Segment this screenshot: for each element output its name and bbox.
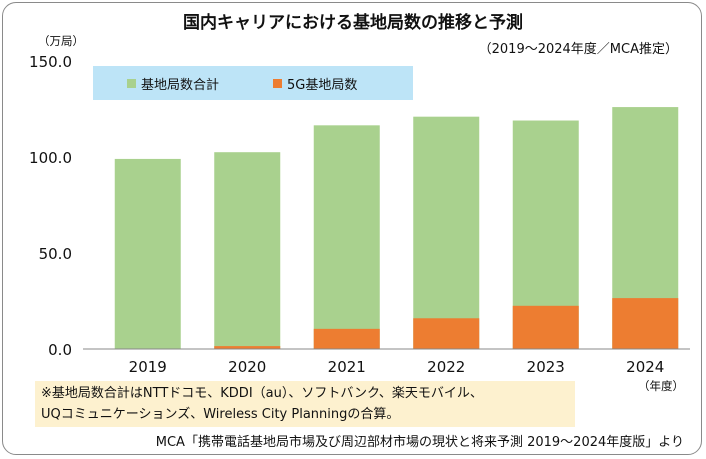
chart-title: 国内キャリアにおける基地局数の推移と予測: [183, 13, 523, 33]
y-tick-label-0.0: 0.0: [48, 341, 72, 359]
bar-5g-2022: [413, 318, 480, 349]
legend-background: [93, 66, 413, 100]
y-axis-unit: （万局）: [38, 34, 84, 48]
legend-label-5g: 5G基地局数: [287, 78, 357, 93]
x-tick-label-2019: 2019: [129, 358, 167, 376]
bar-total-2020: [214, 152, 281, 349]
x-tick-label-2023: 2023: [527, 358, 565, 376]
footnote-line-2: UQコミュニケーションズ、Wireless City Planningの合算。: [41, 407, 400, 422]
legend-swatch-total: [127, 79, 136, 88]
x-tick-label-2021: 2021: [328, 358, 366, 376]
source-citation: MCA「携帯電話基地局市場及び周辺部材市場の現状と将来予測 2019～2024年…: [155, 435, 684, 450]
y-tick-label-50.0: 50.0: [39, 245, 72, 263]
bar-total-2019: [114, 158, 181, 349]
bar-total-2021: [313, 125, 380, 349]
legend-swatch-5g: [273, 79, 282, 88]
bar-5g-2024: [612, 298, 679, 349]
x-axis-unit: （年度）: [638, 379, 684, 393]
chart-subtitle: （2019～2024年度／MCA推定）: [478, 42, 678, 57]
x-tick-label-2020: 2020: [228, 358, 266, 376]
x-tick-label-2024: 2024: [626, 358, 664, 376]
legend-label-total: 基地局数合計: [141, 77, 219, 93]
x-tick-label-2022: 2022: [427, 358, 465, 376]
bar-5g-2020: [214, 346, 281, 349]
bar-5g-2023: [512, 305, 579, 349]
y-tick-label-100.0: 100.0: [29, 149, 72, 167]
bar-total-2022: [413, 116, 480, 350]
y-tick-label-150.0: 150.0: [29, 53, 72, 71]
footnote-box: ※基地局数合計はNTTドコモ、KDDI（au）、ソフトバンク、楽天モバイル、 U…: [35, 381, 575, 427]
bar-5g-2021: [313, 328, 380, 349]
footnote-line-1: ※基地局数合計はNTTドコモ、KDDI（au）、ソフトバンク、楽天モバイル、: [41, 386, 483, 401]
